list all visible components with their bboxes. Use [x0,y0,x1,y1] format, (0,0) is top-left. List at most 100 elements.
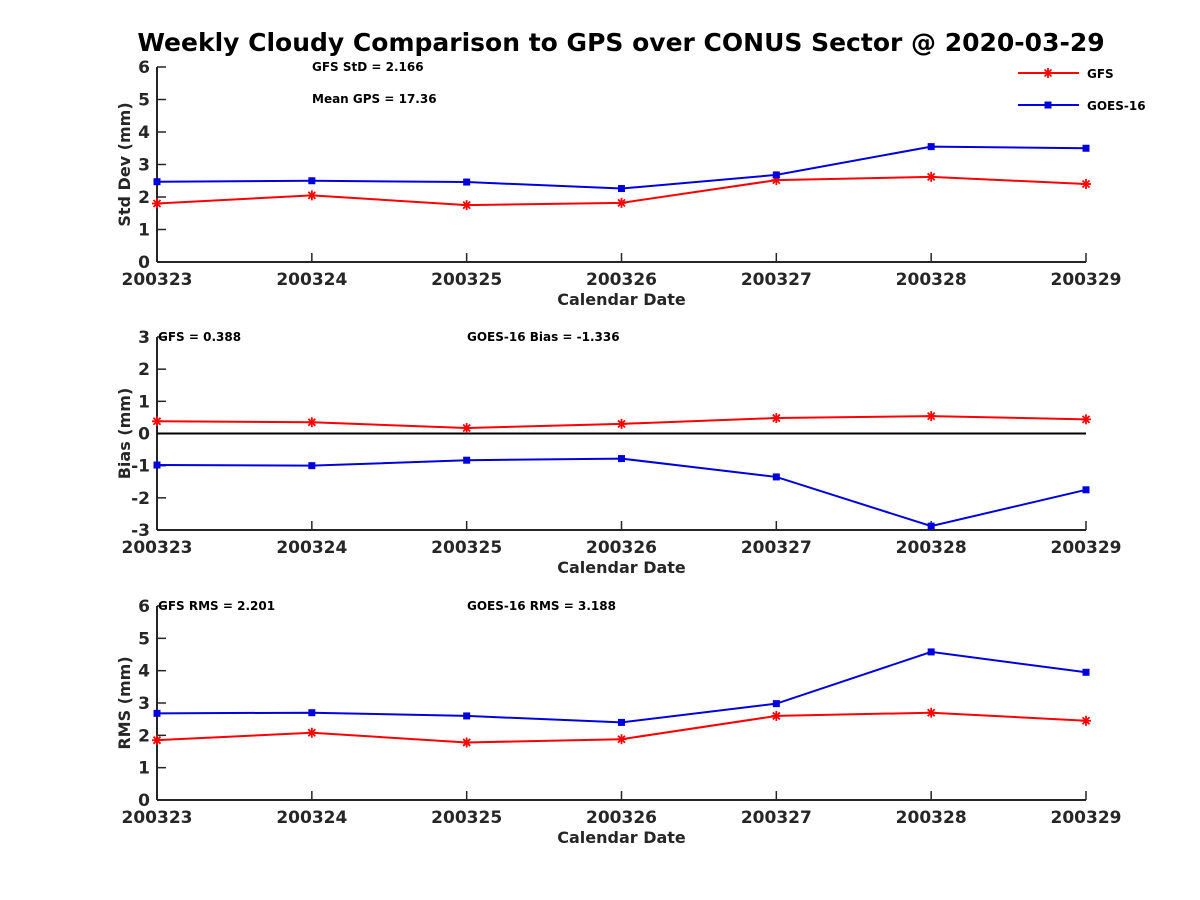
legend-marker-gfs [1043,68,1053,78]
annotation: GOES-16 RMS = 3.188 [467,599,616,613]
annotation: Mean GPS = 17.36 [312,92,437,106]
data-point-goes16 [463,456,471,464]
x-tick-label: 200325 [431,808,502,828]
data-point-gfs [152,198,162,209]
data-point-goes16 [463,712,471,720]
x-tick-label: 200327 [741,270,812,290]
x-axis-label: Calendar Date [557,828,686,847]
x-tick-label: 200329 [1051,538,1122,558]
data-point-gfs [1081,179,1091,189]
x-tick-label: 200323 [122,808,193,828]
data-point-gfs [926,707,937,718]
data-point-gfs [306,417,317,428]
x-tick-label: 200324 [276,538,347,558]
y-tick-label: 2 [138,188,150,208]
data-point-gfs [616,734,627,745]
y-tick-label: 1 [138,392,150,412]
data-point-gfs [616,418,627,429]
series-line-goes-16 [156,145,1087,190]
chart-title: Weekly Cloudy Comparison to GPS over CON… [137,28,1105,57]
data-point-gfs [152,735,162,746]
data-point-gfs [306,190,317,201]
y-tick-label: 0 [138,253,150,273]
data-point-goes16 [927,522,935,530]
data-point-goes16 [618,455,625,463]
x-tick-label: 200328 [896,270,967,290]
data-point-goes16 [772,171,780,179]
data-point-gfs [771,710,782,721]
y-tick-label: 0 [138,791,150,811]
x-tick-label: 200324 [276,808,347,828]
x-tick-label: 200328 [896,808,967,828]
data-point-goes16 [463,178,471,186]
x-axis-label: Calendar Date [557,290,686,309]
annotation: GFS RMS = 2.201 [158,599,275,613]
data-point-goes16 [308,177,316,185]
y-tick-label: 3 [138,156,150,176]
data-point-gfs [771,413,782,424]
annotation: GOES-16 Bias = -1.336 [467,330,620,344]
data-point-goes16 [927,648,935,656]
x-tick-label: 200329 [1051,808,1122,828]
y-tick-label: 6 [138,58,150,78]
legend-label: GOES-16 [1087,99,1146,113]
x-tick-label: 200326 [586,538,657,558]
legend-label: GFS [1087,67,1114,81]
data-point-gfs [1081,414,1091,425]
y-tick-label: 5 [138,629,150,649]
data-point-goes16 [153,178,161,186]
data-point-goes16 [1082,144,1090,152]
series-line-goes-16 [156,457,1087,528]
y-tick-label: 1 [138,759,150,779]
y-tick-label: 1 [138,221,150,241]
y-tick-label: 3 [138,328,150,348]
x-tick-label: 200327 [741,538,812,558]
data-point-gfs [616,197,627,208]
x-tick-label: 200329 [1051,270,1122,290]
data-point-gfs [1081,715,1091,726]
x-tick-label: 200326 [586,808,657,828]
annotation: GFS = 0.388 [158,330,241,344]
data-point-goes16 [927,143,935,151]
y-tick-label: -2 [131,489,150,509]
x-tick-label: 200324 [276,270,347,290]
data-point-gfs [926,171,937,182]
x-tick-label: 200328 [896,538,967,558]
y-tick-label: 2 [138,726,150,746]
x-tick-label: 200327 [741,808,812,828]
y-tick-label: 4 [138,662,150,682]
y-tick-label: -1 [131,457,150,477]
y-tick-label: 4 [138,123,150,143]
x-tick-label: 200323 [122,270,193,290]
annotation: GFS StD = 2.166 [312,60,424,74]
y-tick-label: 3 [138,694,150,714]
data-point-goes16 [308,709,316,717]
data-point-goes16 [772,700,780,708]
x-tick-label: 200326 [586,270,657,290]
data-point-goes16 [618,185,625,193]
data-point-goes16 [1082,668,1090,676]
data-point-goes16 [1082,486,1090,494]
x-tick-label: 200325 [431,270,502,290]
y-tick-label: 2 [138,360,150,380]
data-point-gfs [152,416,162,427]
data-point-gfs [926,411,937,422]
data-point-gfs [461,200,472,211]
x-tick-label: 200325 [431,538,502,558]
x-axis-label: Calendar Date [557,558,686,577]
data-point-gfs [461,423,472,434]
data-point-gfs [306,727,317,738]
y-tick-label: 6 [138,597,150,617]
data-point-goes16 [308,462,316,470]
x-tick-label: 200323 [122,538,193,558]
data-point-gfs [461,737,472,748]
y-tick-label: 5 [138,91,150,111]
legend-marker-goes16 [1044,101,1052,109]
data-point-goes16 [153,709,161,717]
data-point-goes16 [153,461,161,469]
series-line-goes-16 [156,650,1087,724]
data-point-goes16 [772,473,780,481]
y-axis-label: RMS (mm) [115,656,134,749]
y-axis-label: Std Dev (mm) [115,102,134,226]
